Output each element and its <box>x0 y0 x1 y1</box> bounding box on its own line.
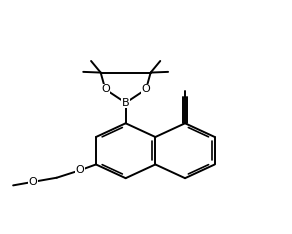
Text: O: O <box>142 84 150 94</box>
Text: O: O <box>101 84 110 94</box>
Text: O: O <box>76 165 84 175</box>
Text: B: B <box>122 98 129 108</box>
Text: O: O <box>29 177 37 187</box>
